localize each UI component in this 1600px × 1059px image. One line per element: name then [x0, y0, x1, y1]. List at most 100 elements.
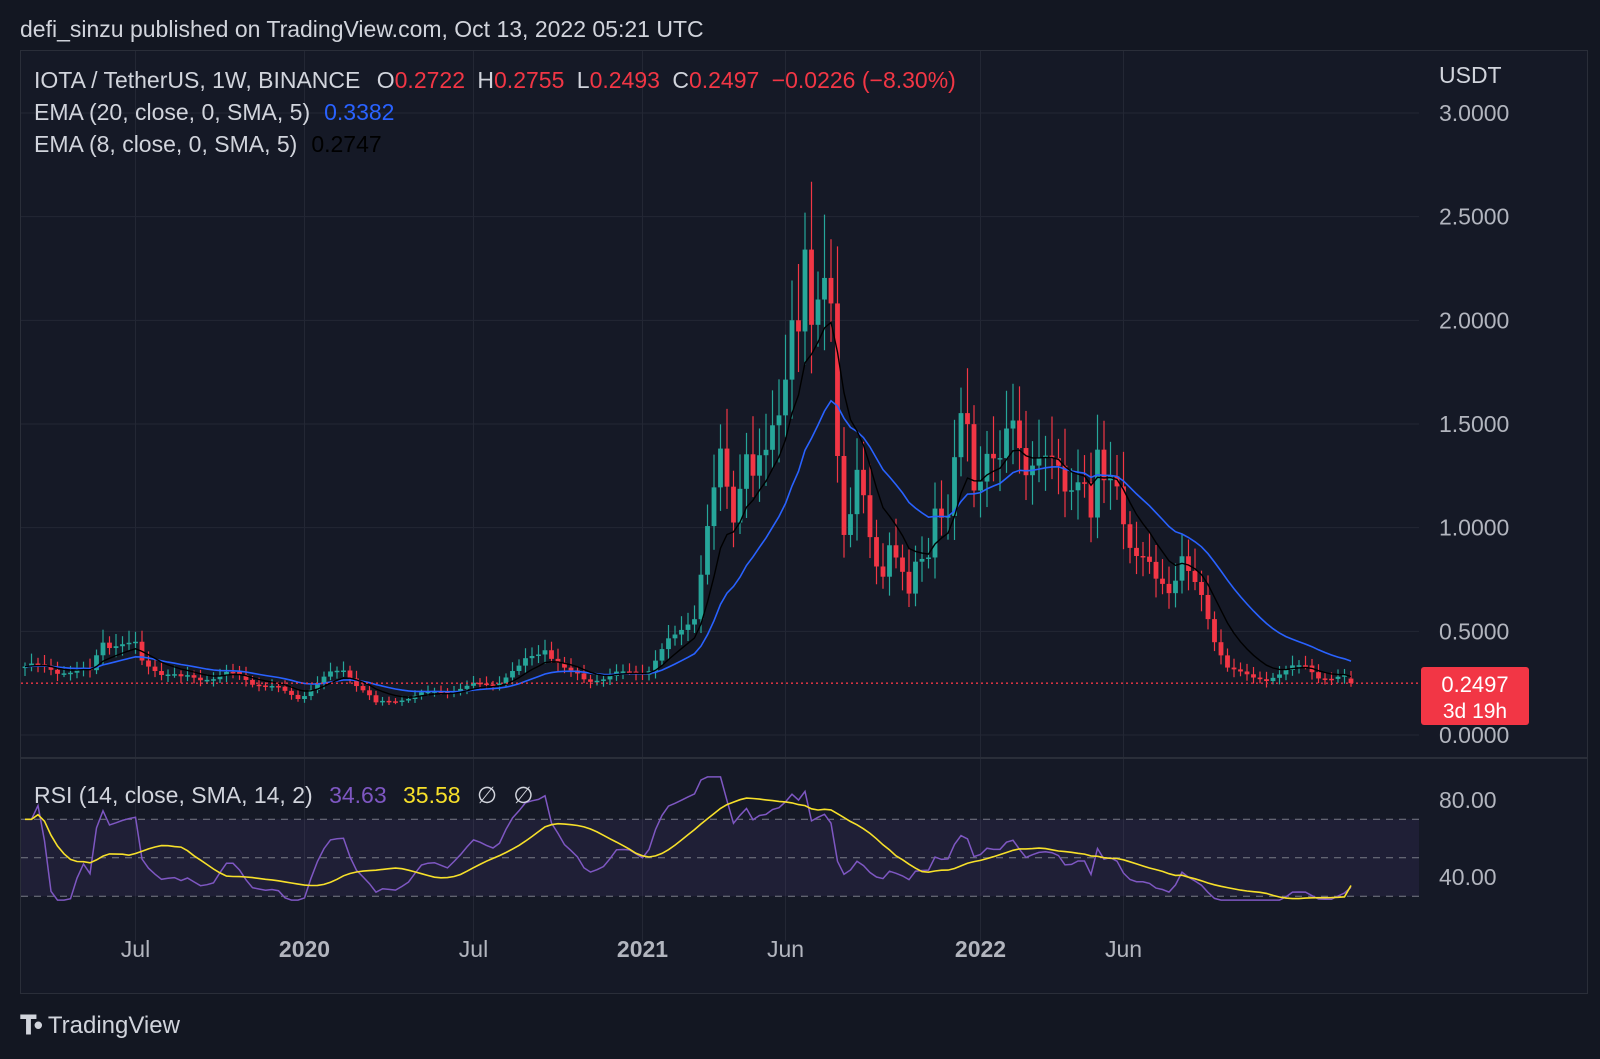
candle-body — [367, 690, 372, 696]
candle-body — [425, 691, 431, 694]
candle-body — [555, 658, 561, 663]
candle-body — [1225, 655, 1230, 668]
candle-body — [1004, 428, 1009, 459]
candle-body — [1173, 580, 1178, 594]
price-axis-tick: 2.5000 — [1439, 204, 1509, 230]
close-label: C — [672, 67, 689, 93]
candle-body — [341, 670, 346, 673]
low-label: L — [576, 67, 590, 93]
candle-body — [516, 665, 522, 672]
symbol-legend[interactable]: IOTA / TetherUS, 1W, BINANCE O0.2722 H0.… — [34, 67, 956, 94]
rsi-value: 34.63 — [329, 782, 387, 808]
candle-body — [1290, 665, 1295, 670]
candle-body — [705, 526, 710, 575]
rsi-sma-value: 35.58 — [403, 782, 461, 808]
candle-body — [692, 619, 697, 625]
rsi-axis-tick: 80.00 — [1439, 787, 1497, 813]
candle-body — [484, 683, 489, 685]
low-value: 0.2493 — [589, 67, 660, 93]
candle-body — [939, 508, 944, 518]
price-axis-tick: 0.5000 — [1439, 618, 1509, 644]
candle-body — [848, 514, 853, 535]
candle-body — [256, 684, 262, 687]
candle-body — [1238, 669, 1243, 672]
change-value: −0.0226 (−8.30%) — [771, 67, 956, 93]
ema8-label: EMA (8, close, 0, SMA, 5) — [34, 131, 298, 157]
candle-body — [1296, 665, 1302, 667]
candle-body — [497, 683, 502, 686]
open-value: 0.2722 — [394, 67, 465, 93]
x-axis-tick: Jul — [121, 936, 150, 962]
ema20-label: EMA (20, close, 0, SMA, 5) — [34, 99, 311, 125]
candle-body — [165, 674, 171, 677]
candle-body — [828, 277, 834, 304]
price-axis-tick: 3.0000 — [1439, 100, 1509, 126]
candle-body — [1231, 667, 1237, 670]
ema8-legend[interactable]: EMA (8, close, 0, SMA, 5) 0.2747 — [34, 131, 382, 158]
rsi-band — [21, 819, 1419, 897]
tradingview-footer[interactable]: 𝐓• TradingView — [20, 1010, 180, 1042]
candle-body — [1192, 570, 1198, 582]
x-axis-tick: Jun — [767, 936, 804, 962]
candle-body — [685, 624, 691, 630]
price-tag-value: 0.2497 — [1441, 672, 1508, 697]
candle-body — [659, 649, 665, 661]
ema8-value: 0.2747 — [311, 131, 382, 157]
candle-body — [55, 669, 60, 674]
candle-body — [1153, 561, 1159, 579]
candle-body — [763, 449, 769, 456]
candle-body — [191, 675, 197, 678]
rsi-sma-line — [25, 797, 1352, 900]
candle-body — [276, 686, 281, 688]
candle-body — [718, 448, 723, 488]
candle-body — [1322, 678, 1328, 680]
candle-body — [588, 679, 593, 682]
candle-body — [724, 448, 730, 487]
candle-body — [601, 679, 606, 681]
candle-body — [1010, 420, 1016, 429]
candle-body — [107, 642, 112, 649]
candle-body — [809, 249, 814, 325]
candle-body — [744, 454, 749, 489]
candle-body — [477, 682, 483, 685]
published-text: defi_sinzu published on TradingView.com,… — [20, 16, 704, 42]
ema20-legend[interactable]: EMA (20, close, 0, SMA, 5) 0.3382 — [34, 99, 394, 126]
candle-body — [802, 249, 808, 332]
candle-body — [991, 453, 996, 459]
chart-svg[interactable]: 3.0000 2.5000 2.0000 1.5000 1.0000 0.5000 0.00… — [21, 51, 1587, 993]
candle-body — [146, 660, 151, 667]
candle-body — [568, 667, 574, 671]
x-axis-tick: 2020 — [279, 936, 330, 962]
candle-body — [354, 678, 359, 687]
candle-body — [536, 654, 541, 656]
candle-body — [627, 671, 632, 673]
candle-body — [1264, 679, 1269, 682]
candle-body — [1270, 677, 1276, 682]
candle-body — [965, 413, 970, 425]
candle-body — [984, 453, 990, 482]
candle-body — [887, 545, 892, 577]
candle-body — [490, 684, 496, 686]
candle-body — [1134, 547, 1139, 556]
candle-body — [328, 671, 333, 677]
candle-body — [510, 671, 515, 678]
x-axis-tick: Jul — [459, 936, 488, 962]
candle-body — [48, 665, 54, 670]
candle-body — [737, 488, 743, 523]
x-axis-tick: 2022 — [955, 936, 1006, 962]
candle-body — [919, 558, 925, 562]
candle-body — [61, 673, 67, 675]
candle-body — [926, 557, 931, 559]
candle-body — [1069, 490, 1074, 492]
rsi-legend[interactable]: RSI (14, close, SMA, 14, 2) 34.63 35.58 … — [34, 782, 533, 809]
price-axis-tick: 1.5000 — [1439, 411, 1509, 437]
candle-body — [263, 685, 268, 688]
candle-body — [783, 379, 788, 416]
candle-body — [399, 700, 405, 703]
symbol-name[interactable]: IOTA / TetherUS, 1W, BINANCE — [34, 67, 361, 93]
candle-body — [913, 561, 918, 594]
chart-panel[interactable]: 3.0000 2.5000 2.0000 1.5000 1.0000 0.5000 0.00… — [20, 50, 1588, 994]
candle-body — [1043, 455, 1048, 458]
rsi-label: RSI (14, close, SMA, 14, 2) — [34, 782, 313, 808]
candle-body — [1166, 583, 1172, 594]
